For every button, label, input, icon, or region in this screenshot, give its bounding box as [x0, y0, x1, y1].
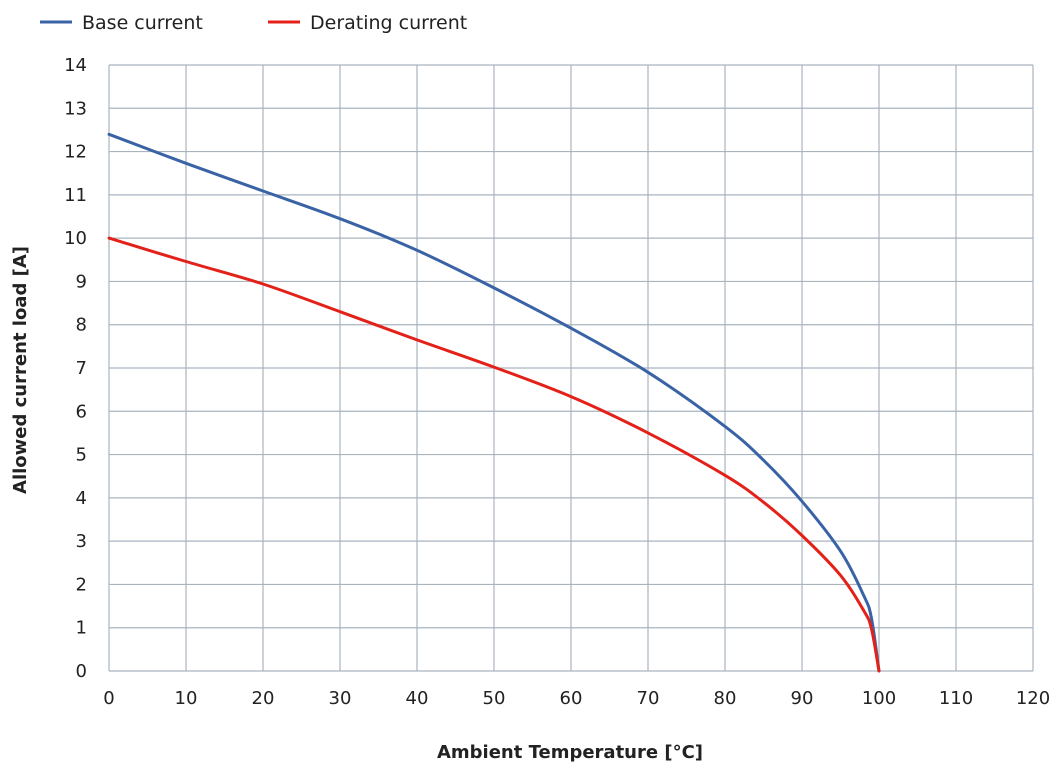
series-line-1: [107, 132, 881, 673]
x-axis-ticks: 0 10 20 30 40 50 60 70 80 90 100 110 120: [103, 688, 1050, 709]
grid: [108, 64, 1034, 672]
y-tick-label: 8: [76, 315, 87, 336]
legend-label: Base current: [82, 12, 203, 34]
y-tick-label: 0: [76, 661, 87, 682]
y-tick-label: 5: [76, 445, 87, 466]
x-tick-label: 90: [791, 688, 814, 709]
y-tick-label: 7: [76, 358, 87, 379]
y-tick-label: 11: [64, 185, 87, 206]
x-tick-label: 0: [103, 688, 114, 709]
x-tick-label: 50: [483, 688, 506, 709]
x-tick-label: 60: [560, 688, 583, 709]
legend-label: Derating current: [310, 12, 467, 34]
x-tick-label: 100: [862, 688, 896, 709]
y-tick-label: 9: [76, 271, 87, 292]
y-tick-label: 2: [76, 574, 87, 595]
y-axis-label: Allowed current load [A]: [10, 246, 31, 494]
y-tick-label: 13: [64, 98, 87, 119]
x-tick-label: 80: [714, 688, 737, 709]
y-tick-label: 6: [76, 401, 87, 422]
x-tick-label: 40: [406, 688, 429, 709]
legend: Base current Derating current: [40, 12, 467, 34]
x-tick-label: 30: [329, 688, 352, 709]
x-tick-label: 20: [252, 688, 275, 709]
x-tick-label: 10: [175, 688, 198, 709]
y-tick-label: 14: [64, 55, 87, 76]
x-tick-label: 120: [1016, 688, 1050, 709]
y-tick-label: 3: [76, 531, 87, 552]
series-layer: [107, 132, 881, 673]
y-tick-label: 1: [76, 618, 87, 639]
y-tick-label: 12: [64, 142, 87, 163]
x-tick-label: 110: [939, 688, 973, 709]
x-axis-label: Ambient Temperature [°C]: [437, 742, 703, 763]
series-line-2: [107, 236, 881, 673]
y-tick-label: 10: [64, 228, 87, 249]
y-tick-label: 4: [76, 488, 87, 509]
x-tick-label: 70: [637, 688, 660, 709]
